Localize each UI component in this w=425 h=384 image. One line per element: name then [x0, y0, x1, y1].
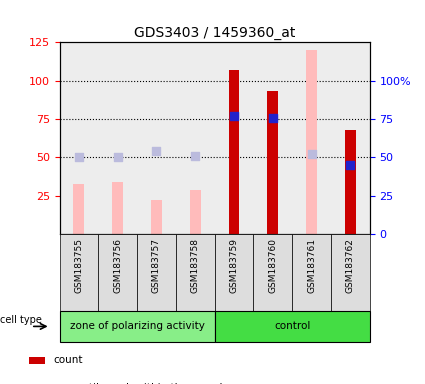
- Text: GSM183758: GSM183758: [191, 238, 200, 293]
- FancyBboxPatch shape: [60, 311, 215, 342]
- Bar: [151, 200, 162, 234]
- Bar: [137, 42, 176, 234]
- Bar: [306, 50, 317, 234]
- Bar: [267, 91, 278, 234]
- Text: zone of polarizing activity: zone of polarizing activity: [70, 321, 204, 331]
- FancyBboxPatch shape: [292, 234, 331, 311]
- Point: [347, 162, 354, 168]
- Point: [308, 151, 315, 157]
- Bar: [331, 42, 370, 234]
- Bar: [229, 70, 239, 234]
- Text: GSM183760: GSM183760: [268, 238, 277, 293]
- Bar: [112, 182, 123, 234]
- Bar: [29, 357, 45, 364]
- Text: GSM183761: GSM183761: [307, 238, 316, 293]
- Bar: [176, 42, 215, 234]
- Bar: [229, 227, 239, 234]
- Bar: [292, 42, 331, 234]
- Bar: [253, 42, 292, 234]
- Text: count: count: [53, 356, 83, 366]
- Point: [114, 154, 121, 161]
- FancyBboxPatch shape: [98, 234, 137, 311]
- Point: [231, 113, 238, 119]
- FancyBboxPatch shape: [331, 234, 370, 311]
- Title: GDS3403 / 1459360_at: GDS3403 / 1459360_at: [134, 26, 295, 40]
- FancyBboxPatch shape: [60, 234, 98, 311]
- Text: GSM183762: GSM183762: [346, 238, 355, 293]
- FancyBboxPatch shape: [215, 311, 370, 342]
- Bar: [74, 184, 84, 234]
- Text: percentile rank within the sample: percentile rank within the sample: [53, 383, 229, 384]
- Point: [76, 154, 82, 161]
- Text: GSM183759: GSM183759: [230, 238, 238, 293]
- Point: [192, 153, 198, 159]
- Bar: [60, 42, 98, 234]
- Text: cell type: cell type: [0, 315, 42, 325]
- Bar: [345, 130, 356, 234]
- FancyBboxPatch shape: [215, 234, 253, 311]
- Text: GSM183757: GSM183757: [152, 238, 161, 293]
- FancyBboxPatch shape: [176, 234, 215, 311]
- Text: GSM183755: GSM183755: [74, 238, 83, 293]
- Bar: [98, 42, 137, 234]
- Text: control: control: [274, 321, 310, 331]
- Bar: [215, 42, 253, 234]
- Text: GSM183756: GSM183756: [113, 238, 122, 293]
- FancyBboxPatch shape: [253, 234, 292, 311]
- Bar: [190, 190, 201, 234]
- FancyBboxPatch shape: [137, 234, 176, 311]
- Point: [269, 114, 276, 121]
- Point: [153, 148, 160, 154]
